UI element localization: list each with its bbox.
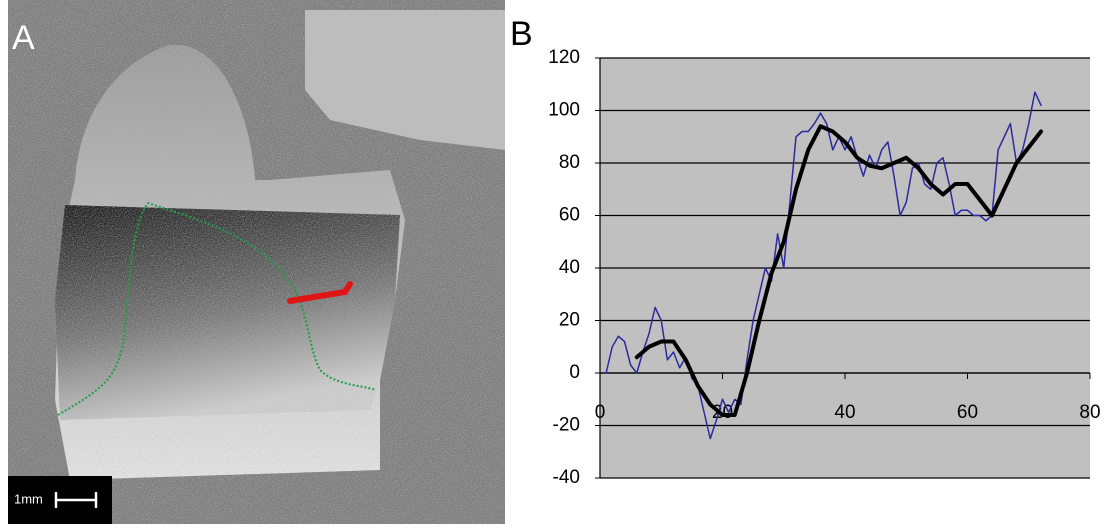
y-tick-label: 120 [548, 47, 580, 68]
y-tick-label: 0 [569, 362, 580, 383]
panel-label: B [510, 15, 533, 53]
y-tick-label: -20 [553, 415, 580, 436]
x-tick-label: 0 [595, 402, 606, 423]
scale-bar [54, 492, 98, 508]
y-tick-label: 100 [548, 100, 580, 121]
series-line [634, 124, 1043, 417]
y-tick-label: 20 [559, 310, 580, 331]
series-line [605, 91, 1042, 440]
speckle [8, 0, 505, 524]
panel-a: A 1mm [8, 0, 505, 524]
y-tick-label: 60 [559, 205, 580, 226]
y-tick-label: 80 [559, 152, 580, 173]
panel-label: A [12, 19, 35, 57]
scale-label: 1mm [14, 491, 43, 506]
y-tick-label: -40 [553, 467, 580, 488]
y-tick-label: 40 [559, 257, 580, 278]
x-tick-label: 80 [1079, 402, 1100, 423]
x-tick-label: 40 [834, 402, 855, 423]
outline [57, 201, 377, 416]
profile-line [287, 281, 353, 304]
x-tick-label: 60 [957, 402, 978, 423]
